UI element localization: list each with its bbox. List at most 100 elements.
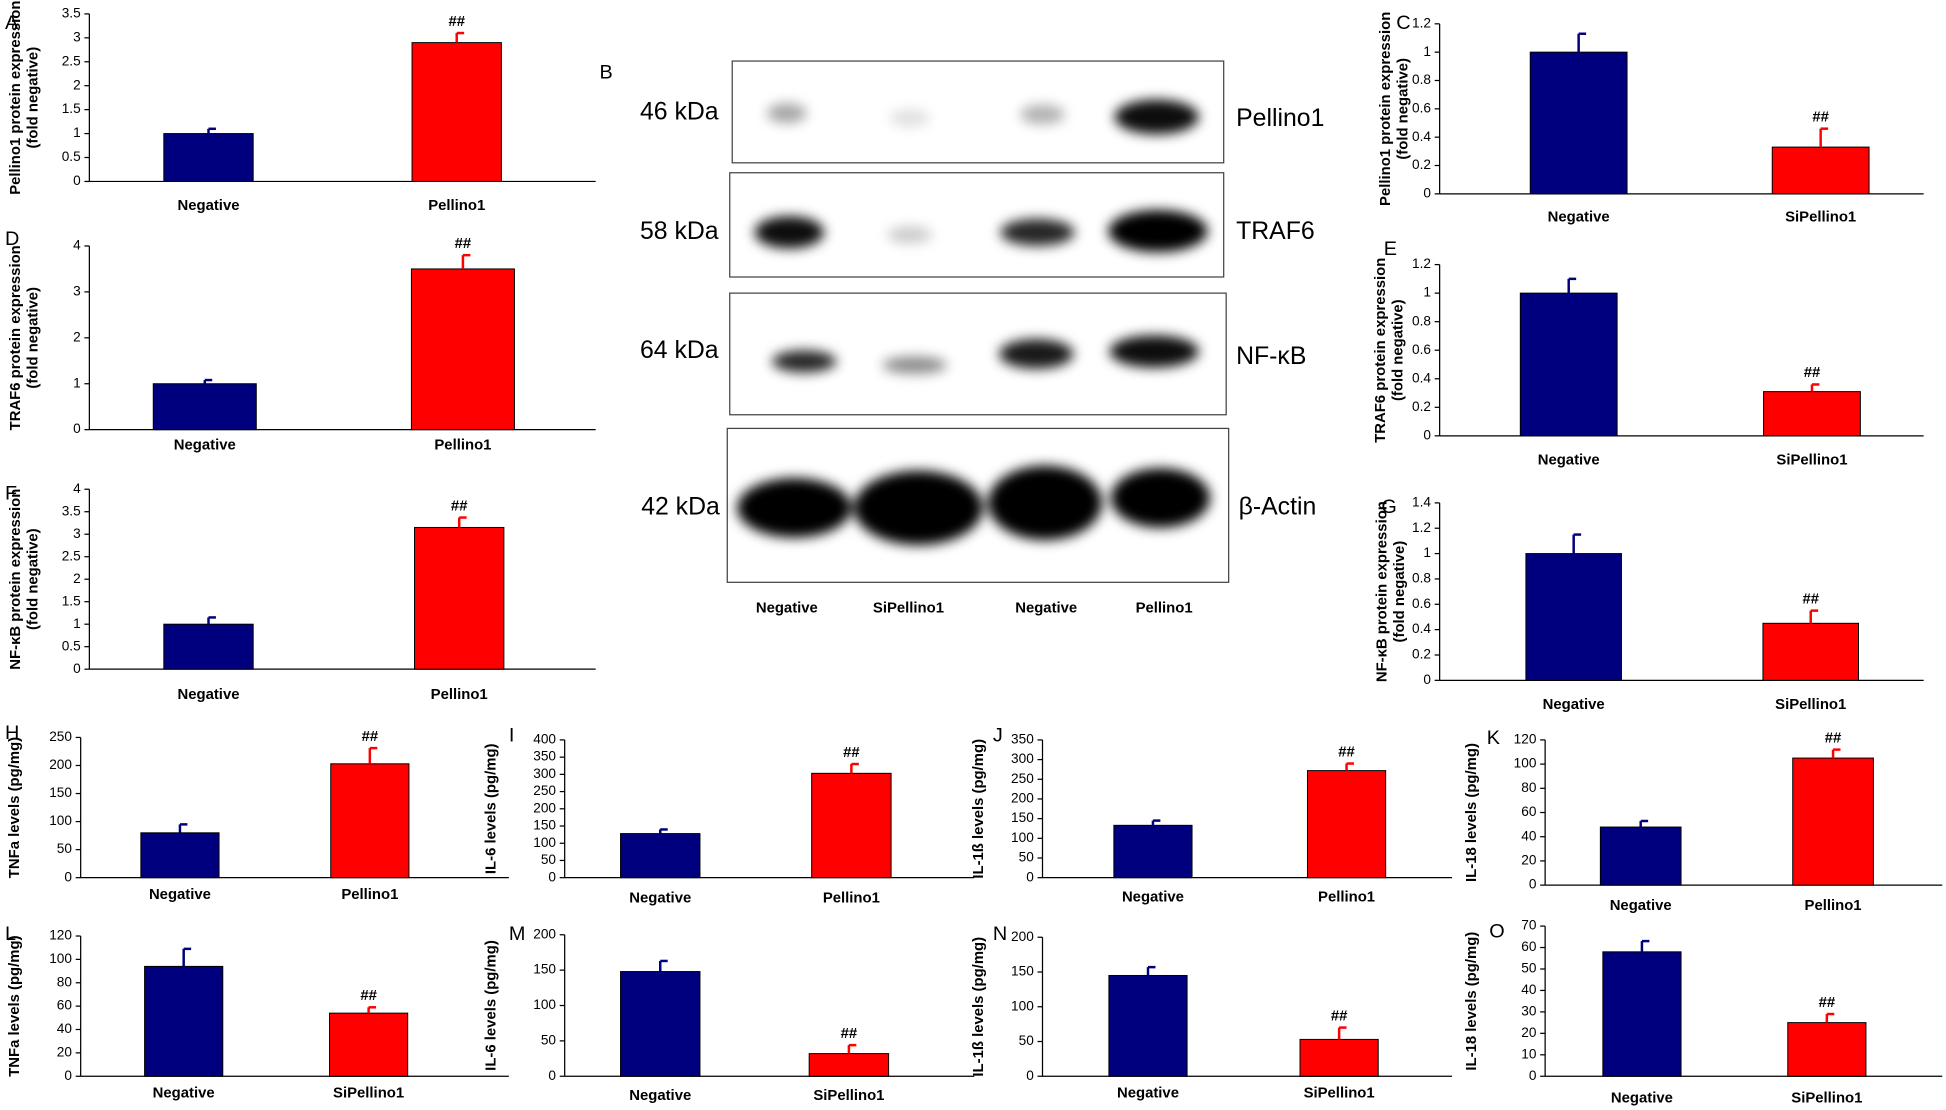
bar [1306, 770, 1387, 879]
y-tick-label: 0 [64, 869, 72, 884]
y-tick-label: 0 [1026, 869, 1034, 884]
error-bar [1345, 762, 1355, 771]
bar [1525, 553, 1622, 681]
annotation: ## [1804, 365, 1821, 381]
y-tick-label: 2 [73, 77, 81, 92]
y-tick-label: 60 [1521, 939, 1537, 954]
bar [1299, 1038, 1379, 1077]
y-tick-label: 0.5 [62, 638, 81, 653]
y-tick-label: 0 [548, 869, 556, 884]
y-tick-label: 0 [1423, 427, 1431, 442]
error-bar [1810, 383, 1820, 392]
lane-label: Negative [756, 600, 818, 616]
y-axis-label: IL-6 levels (pg/mg) [483, 743, 499, 874]
y-tick-label: 2.5 [62, 548, 81, 563]
y-axis-label: TRAF6 protein expression [1373, 258, 1389, 443]
panel-letter: B [599, 62, 612, 84]
y-tick-label: 70 [1521, 918, 1537, 933]
bar-chart: C 0 0.2 0.4 0.6 0.8 1 1.2 Pellino1 protein expre… [1378, 12, 1924, 225]
error-bar [1337, 1026, 1347, 1040]
y-tick-label: 3 [73, 29, 81, 44]
y-axis-label: TNFa levels (pg/mg) [7, 737, 23, 878]
y-tick-label: 80 [57, 974, 73, 989]
y-tick-label: 1 [1423, 285, 1431, 300]
y-tick-label: 100 [1011, 830, 1034, 845]
y-axis-label: (fold negative) [1392, 541, 1408, 643]
size-label: 64 kDa [640, 337, 719, 364]
protein-label: Pellino1 [1236, 105, 1324, 132]
y-tick-label: 1.5 [62, 101, 81, 116]
panel-letter: M [509, 923, 526, 945]
bar-chart: E 0 0.2 0.4 0.6 0.8 1 1.2 TRAF6 protein expressi… [1373, 238, 1924, 469]
bar [414, 526, 505, 670]
bar-chart: H 0 50 100 150 200 250 TNFa levels (pg/mg) Negat… [5, 722, 509, 903]
error-bar [659, 959, 668, 972]
y-axis-label: TRAF6 protein expression [8, 245, 24, 430]
panel-letter: L [5, 923, 16, 945]
panel-letter: I [509, 724, 515, 746]
y-tick-label: 1 [73, 616, 81, 631]
y-tick-label: 150 [533, 962, 556, 977]
bar-chart: M 0 50 100 150 200 IL-6 levels (pg/mg) Negative… [483, 923, 975, 1104]
y-tick-label: 0 [1529, 877, 1537, 892]
y-tick-label: 50 [57, 841, 73, 856]
y-tick-label: 3 [73, 284, 81, 299]
bar [152, 383, 257, 431]
size-label: 46 kDa [640, 99, 719, 126]
y-tick-label: 60 [1521, 804, 1537, 819]
y-tick-label: 1.2 [1412, 256, 1431, 271]
error-bar [850, 762, 859, 774]
size-label: 42 kDa [641, 493, 720, 520]
y-tick-label: 0.6 [1412, 342, 1431, 357]
y-tick-label: 0.8 [1412, 313, 1431, 328]
panel-letter: C [1396, 12, 1410, 34]
annotation: ## [1802, 591, 1819, 607]
panel-letter: D [5, 228, 19, 250]
y-tick-label: 50 [541, 1032, 557, 1047]
y-tick-label: 250 [1011, 771, 1034, 786]
y-tick-label: 3.5 [62, 503, 81, 518]
bar [410, 268, 515, 431]
x-tick-label: Negative [629, 1088, 691, 1104]
annotation: ## [1819, 995, 1836, 1011]
y-axis-label: NF-κB protein expression [1374, 501, 1390, 682]
y-tick-label: 0.4 [1412, 129, 1431, 144]
error-bar [1809, 609, 1819, 624]
x-tick-label: Negative [1122, 889, 1184, 905]
y-tick-label: 0 [73, 173, 81, 188]
y-axis-label: Pellino1 protein expression [8, 1, 24, 195]
panel-letter: H [5, 722, 19, 744]
bar [1113, 824, 1193, 879]
y-tick-label: 1 [73, 375, 81, 390]
y-tick-label: 0 [73, 421, 81, 436]
error-bar [207, 127, 216, 134]
y-axis-label: IL-1ß levels (pg/mg) [971, 739, 987, 879]
bar [1108, 974, 1188, 1077]
y-axis-label: IL-6 levels (pg/mg) [483, 940, 499, 1071]
annotation: ## [1825, 730, 1842, 746]
y-tick-label: 50 [1019, 850, 1035, 865]
x-tick-label: Pellino1 [431, 687, 488, 703]
y-tick-label: 0.2 [1412, 647, 1431, 662]
y-tick-label: 20 [1521, 853, 1537, 868]
panel-letter: J [993, 724, 1003, 746]
y-tick-label: 0.5 [62, 149, 81, 164]
y-tick-label: 200 [1011, 791, 1034, 806]
y-tick-label: 0 [73, 661, 81, 676]
y-tick-label: 150 [1011, 810, 1034, 825]
y-tick-label: 350 [1011, 732, 1034, 747]
bar-chart: N 0 50 100 150 200 IL-1ß levels (pg/mg) Negativ… [971, 923, 1453, 1102]
x-tick-label: Negative [1117, 1086, 1179, 1102]
y-tick-label: 100 [1514, 756, 1537, 771]
bar-chart: A 0 0.5 1 1.5 2 2.5 3 3.5 Pellino1 protein expres… [5, 1, 596, 214]
y-axis-label: (fold negative) [25, 287, 41, 389]
y-axis-label: TNFa levels (pg/mg) [7, 935, 23, 1076]
error-bar [367, 1006, 377, 1014]
panel-letter: G [1381, 496, 1396, 518]
y-tick-label: 150 [49, 785, 72, 800]
bar [808, 1053, 890, 1077]
error-bar [1640, 939, 1650, 952]
y-tick-label: 200 [533, 926, 556, 941]
panel-letter: O [1489, 921, 1504, 943]
